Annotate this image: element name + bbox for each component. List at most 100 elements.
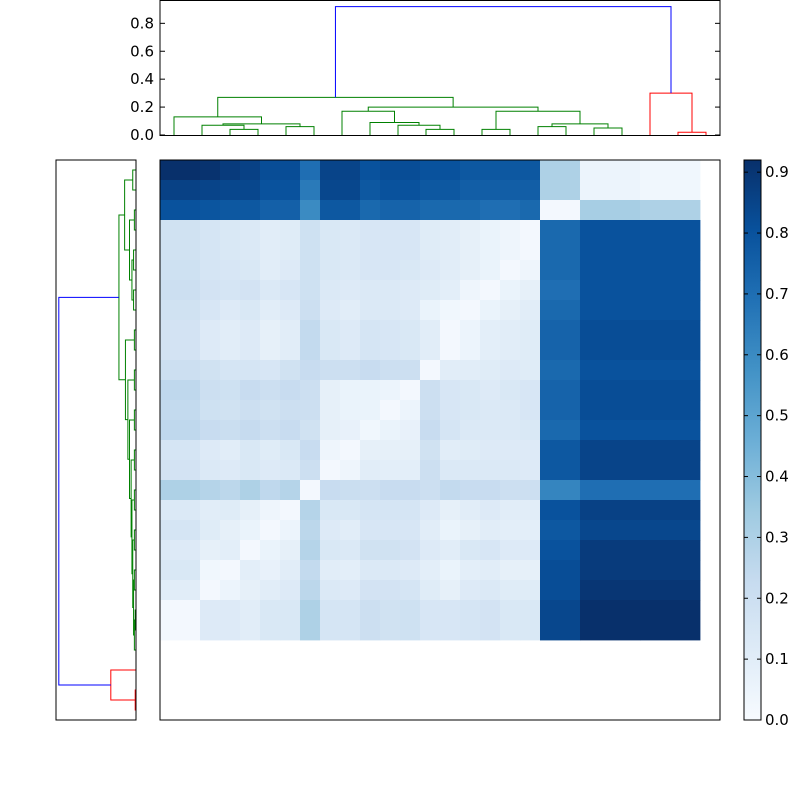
heatmap-cell — [640, 280, 701, 301]
heatmap-cell — [440, 360, 461, 381]
heatmap-cell — [320, 580, 341, 601]
heatmap-cell — [160, 480, 201, 501]
heatmap-cell — [540, 560, 581, 581]
heatmap-cell — [380, 320, 401, 361]
heatmap-cell — [160, 380, 201, 401]
heatmap-cell — [540, 600, 581, 641]
heatmap-cell — [240, 180, 261, 201]
top-dendrogram-frame — [159, 0, 721, 136]
heatmap-cell — [520, 320, 541, 361]
colorbar-tick-label: 0.3 — [765, 528, 789, 546]
heatmap-cell — [440, 460, 461, 481]
heatmap-cell — [640, 500, 701, 521]
heatmap-cell — [480, 580, 501, 601]
heatmap-cell — [300, 320, 321, 361]
dendrogram-link — [201, 124, 245, 135]
heatmap-cell — [320, 300, 341, 321]
heatmap-cell — [220, 380, 241, 401]
heatmap-cell — [220, 440, 241, 461]
heatmap-cell — [420, 440, 441, 461]
heatmap-cell — [460, 360, 481, 381]
heatmap-cell — [520, 360, 541, 381]
dendrogram-link — [341, 110, 395, 135]
heatmap-cell — [400, 520, 421, 541]
dendrogram-link — [173, 116, 262, 135]
heatmap-cell — [360, 460, 381, 481]
heatmap-cell — [480, 500, 501, 521]
heatmap-cell — [580, 300, 641, 321]
dendrogram-link — [58, 296, 119, 686]
heatmap-cell — [440, 220, 461, 261]
heatmap-cell — [520, 200, 541, 221]
heatmap-cell — [420, 200, 441, 221]
heatmap-cell — [360, 300, 381, 321]
heatmap-cell — [540, 160, 581, 181]
heatmap-cell — [520, 420, 541, 441]
heatmap-cell — [280, 520, 301, 541]
heatmap-cell — [340, 560, 361, 581]
heatmap-cell — [480, 200, 501, 221]
heatmap-cell — [420, 380, 441, 401]
heatmap-cell — [540, 400, 581, 421]
heatmap-cell — [580, 260, 641, 281]
heatmap-cell — [280, 300, 301, 321]
heatmap-cell — [300, 380, 321, 401]
colorbar-tick-label: 0.2 — [765, 589, 789, 607]
heatmap-cell — [500, 260, 521, 281]
heatmap-cell — [540, 220, 581, 261]
heatmap-cell — [540, 300, 581, 321]
heatmap-cell — [340, 280, 361, 301]
heatmap-cell — [200, 480, 221, 501]
dendrogram-link — [649, 92, 693, 135]
heatmap-cell — [280, 380, 301, 401]
heatmap-cell — [480, 400, 501, 421]
heatmap-cell — [580, 600, 641, 641]
heatmap-cell — [500, 200, 521, 221]
heatmap-cell — [200, 400, 221, 421]
heatmap-cell — [160, 260, 201, 281]
heatmap-cell — [640, 400, 701, 421]
heatmap-cell — [420, 360, 441, 381]
heatmap-cell — [300, 280, 321, 301]
heatmap-cell — [260, 280, 281, 301]
heatmap-cell — [200, 380, 221, 401]
heatmap-cell — [640, 480, 701, 501]
heatmap-cell — [500, 380, 521, 401]
heatmap-cells — [160, 160, 701, 641]
heatmap-cell — [160, 320, 201, 361]
colorbar-tick-label: 0.6 — [765, 346, 789, 364]
heatmap-cell — [380, 580, 401, 601]
heatmap-cell — [460, 540, 481, 561]
heatmap-cell — [480, 540, 501, 561]
heatmap-cell — [340, 300, 361, 321]
heatmap-cell — [640, 520, 701, 541]
heatmap-cell — [520, 580, 541, 601]
heatmap-cell — [200, 360, 221, 381]
heatmap-cell — [280, 480, 301, 501]
heatmap-cell — [200, 560, 221, 581]
heatmap-cell — [420, 540, 441, 561]
heatmap-cell — [540, 440, 581, 461]
heatmap-cell — [480, 600, 501, 641]
heatmap-cell — [360, 420, 381, 441]
heatmap-cell — [320, 400, 341, 421]
heatmap-cell — [260, 460, 281, 481]
heatmap-cell — [220, 520, 241, 541]
heatmap-cell — [440, 600, 461, 641]
heatmap-cell — [300, 260, 321, 281]
heatmap-cell — [340, 380, 361, 401]
heatmap-cell — [260, 520, 281, 541]
heatmap-cell — [340, 520, 361, 541]
heatmap-cell — [240, 480, 261, 501]
heatmap-cell — [500, 600, 521, 641]
heatmap-cell — [460, 200, 481, 221]
heatmap-cell — [340, 420, 361, 441]
dendrogram-link — [551, 123, 609, 129]
heatmap-cell — [500, 540, 521, 561]
heatmap-cell — [500, 440, 521, 461]
heatmap-cell — [160, 220, 201, 261]
heatmap-cell — [160, 420, 201, 441]
dendrogram-link — [677, 131, 707, 135]
heatmap-cell — [440, 480, 461, 501]
heatmap-cell — [420, 480, 441, 501]
